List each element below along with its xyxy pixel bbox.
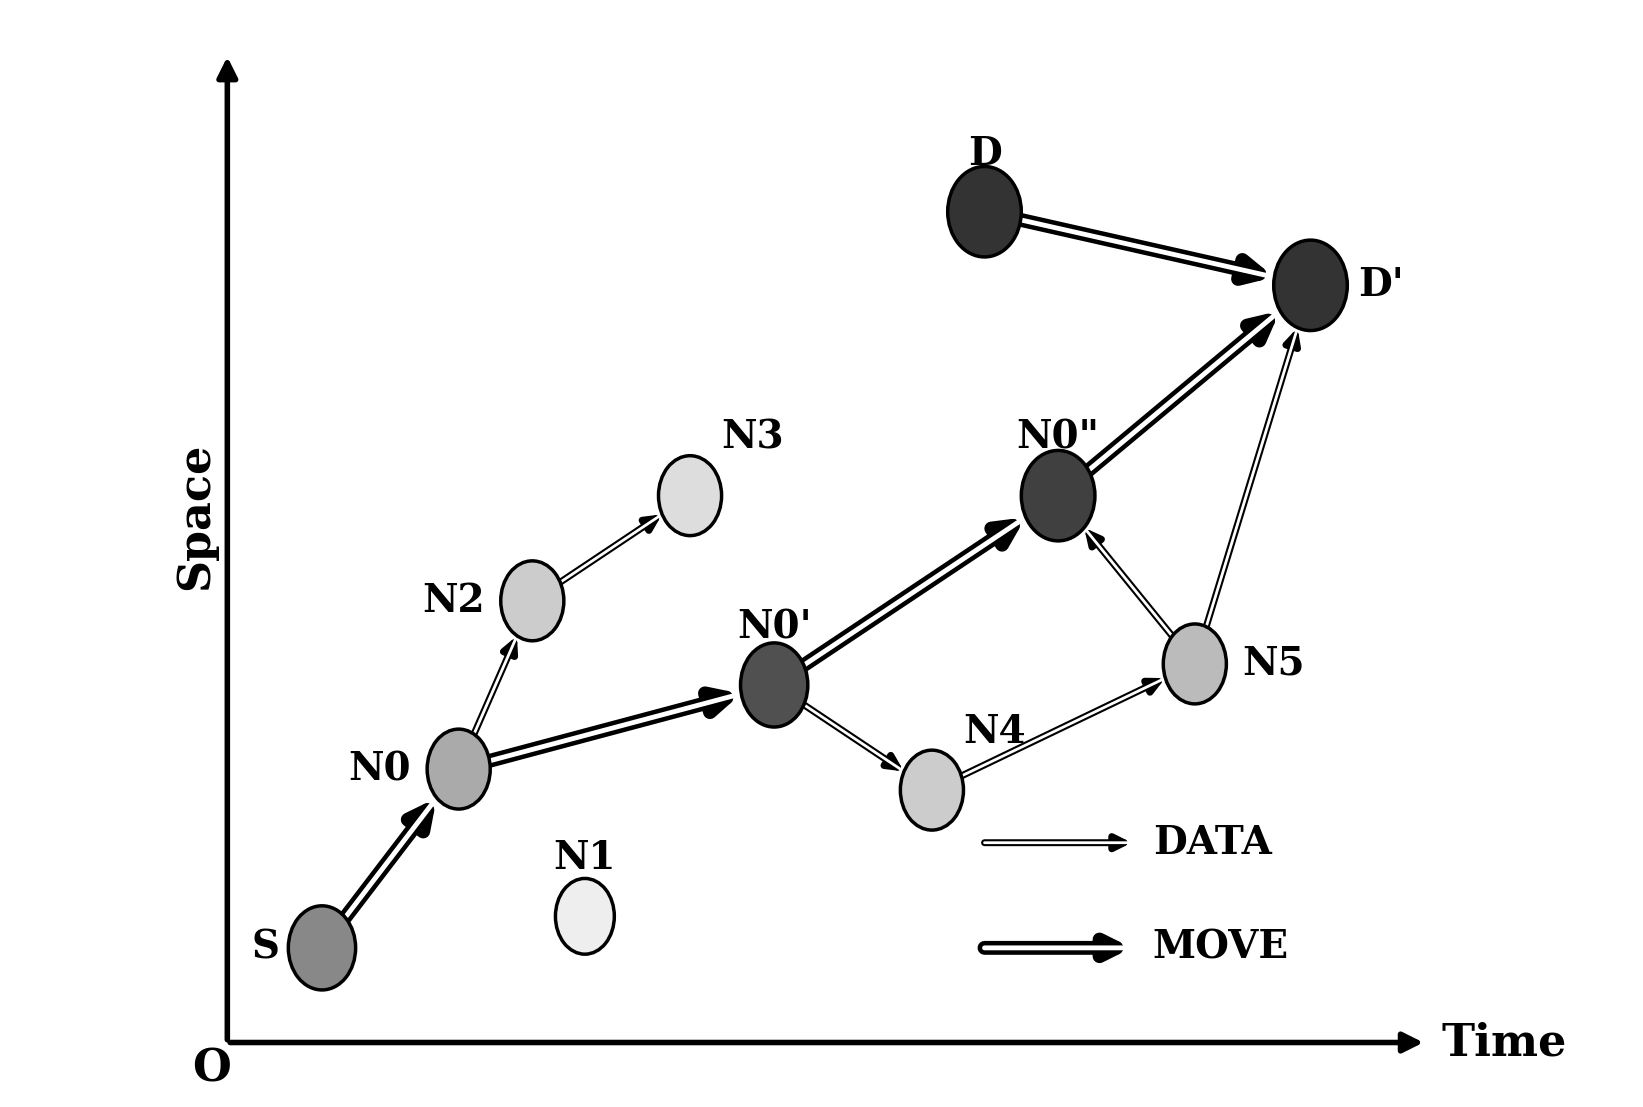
Text: N0": N0" — [1017, 418, 1099, 457]
Text: N0: N0 — [348, 751, 411, 788]
Text: DATA: DATA — [1153, 824, 1272, 861]
Ellipse shape — [659, 456, 721, 536]
Ellipse shape — [948, 166, 1022, 257]
Ellipse shape — [741, 643, 808, 727]
Text: O: O — [192, 1047, 232, 1090]
Text: MOVE: MOVE — [1153, 929, 1288, 966]
Text: N3: N3 — [721, 418, 784, 457]
Text: N1: N1 — [554, 839, 616, 878]
Text: N2: N2 — [422, 582, 485, 620]
Text: D': D' — [1357, 267, 1403, 304]
Ellipse shape — [1163, 624, 1226, 704]
Ellipse shape — [900, 751, 963, 830]
Text: D: D — [968, 135, 1001, 173]
Ellipse shape — [501, 561, 564, 641]
Text: Space: Space — [174, 443, 217, 590]
Text: Time: Time — [1443, 1021, 1567, 1064]
Text: S: S — [251, 929, 279, 966]
Text: N4: N4 — [963, 713, 1027, 752]
Ellipse shape — [1273, 240, 1347, 331]
Ellipse shape — [427, 730, 490, 809]
Ellipse shape — [555, 879, 614, 954]
Text: N0': N0' — [736, 608, 812, 646]
Ellipse shape — [1022, 451, 1094, 541]
Ellipse shape — [288, 906, 355, 990]
Text: N5: N5 — [1242, 645, 1305, 683]
